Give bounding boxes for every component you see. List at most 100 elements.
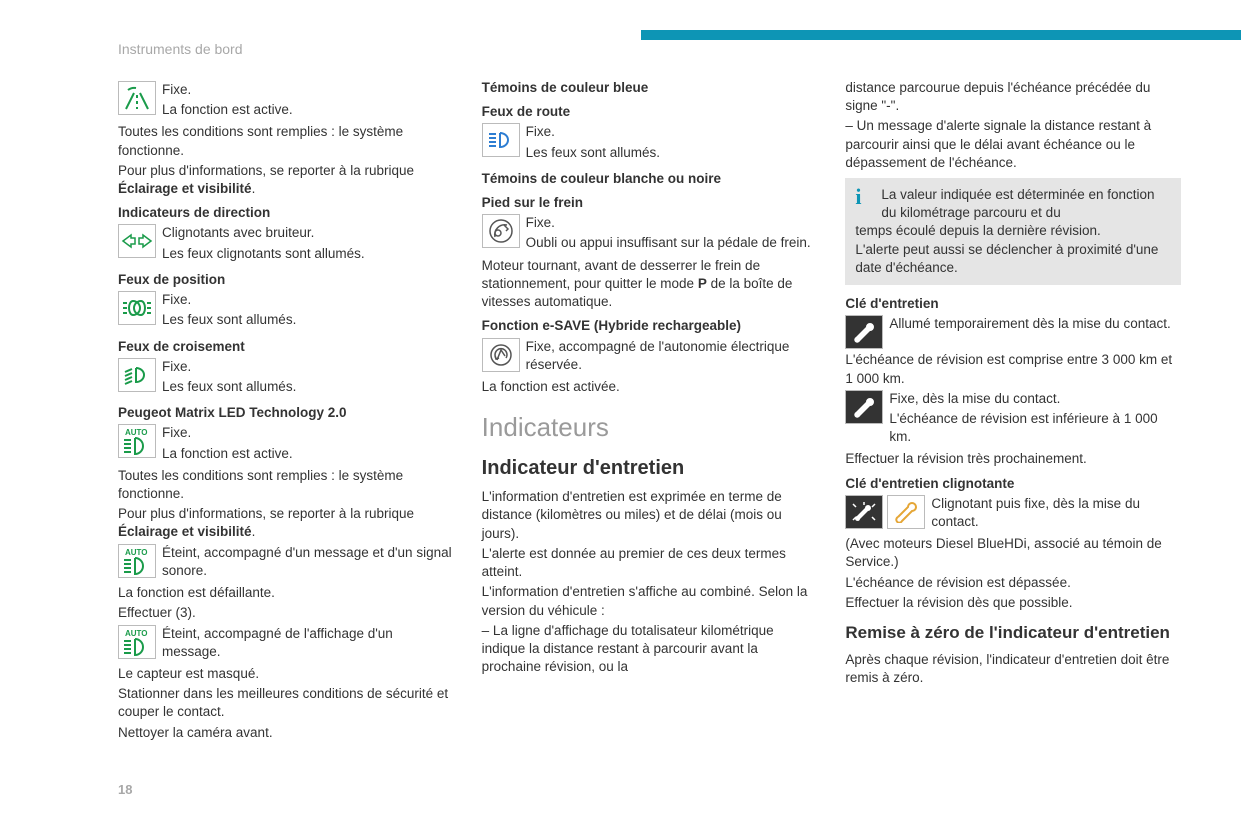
text: Les feux clignotants sont allumés. (162, 245, 454, 263)
wrench-icon (845, 315, 883, 349)
row-service-temp: Allumé temporairement dès la mise du con… (845, 315, 1181, 349)
heading-remise-zero: Remise à zéro de l'indicateur d'entretie… (845, 622, 1181, 645)
text: Pour plus d'informations, se reporter à … (118, 506, 414, 521)
text: Le capteur est masqué. (118, 665, 454, 683)
text: . (252, 181, 256, 196)
text: Fixe. (162, 358, 454, 376)
text: Clignotant puis fixe, dès la mise du con… (931, 495, 1181, 531)
svg-text:AUTO: AUTO (125, 629, 148, 638)
row-high-beam: Fixe. Les feux sont allumés. (482, 123, 818, 163)
auto-high-beam-grey-icon: AUTO (118, 625, 156, 659)
text: Fixe, dès la mise du contact. (889, 390, 1181, 408)
subhead-pied-frein: Pied sur le frein (482, 194, 818, 212)
turn-signal-icon (118, 224, 156, 258)
text: La fonction est défaillante. (118, 584, 454, 602)
text: Toutes les conditions sont remplies : le… (118, 123, 454, 159)
text: Les feux sont allumés. (162, 311, 454, 329)
auto-high-beam-grey-icon: AUTO (118, 544, 156, 578)
text: Fixe. (526, 214, 818, 232)
text: Effectuer (3). (118, 604, 454, 622)
wrench-icon (845, 390, 883, 424)
text: P (698, 276, 707, 291)
text: Fixe, accompagné de l'autonomie électriq… (526, 338, 818, 374)
row-service-flash: Clignotant puis fixe, dès la mise du con… (845, 495, 1181, 533)
foot-on-brake-icon (482, 214, 520, 248)
subhead-cle-entretien: Clé d'entretien (845, 295, 1181, 313)
text: – Un message d'alerte signale la distanc… (845, 117, 1181, 172)
row-brake-pedal: Fixe. Oubli ou appui insuffisant sur la … (482, 214, 818, 254)
text: Les feux sont allumés. (162, 378, 454, 396)
text: Éteint, accompagné de l'affichage d'un m… (162, 625, 454, 661)
text: La fonction est active. (162, 101, 454, 119)
text: La fonction est activée. (482, 378, 818, 396)
text: – La ligne d'affichage du totalisateur k… (482, 622, 818, 677)
page-number: 18 (118, 781, 132, 799)
row-matrix-led-fault: AUTO Éteint, accompagné d'un message et … (118, 544, 454, 582)
row-matrix-led-on: AUTO Fixe. La fonction est active. (118, 424, 454, 464)
subhead-feux-croisement: Feux de croisement (118, 338, 454, 356)
subhead-cle-clignotante: Clé d'entretien clignotante (845, 475, 1181, 493)
header-accent-bar (641, 30, 1241, 40)
text: Pour plus d'informations, se reporter à … (118, 162, 454, 198)
text: Moteur tournant, avant de desserrer le f… (482, 257, 818, 312)
text: . (252, 524, 256, 539)
subhead-feux-route: Feux de route (482, 103, 818, 121)
text: (Avec moteurs Diesel BlueHDi, associé au… (845, 535, 1181, 571)
heading-indicateurs: Indicateurs (482, 410, 818, 445)
text: L'échéance de révision est inférieure à … (889, 410, 1181, 446)
row-position-lights: Fixe. Les feux sont allumés. (118, 291, 454, 331)
info-text: L'alerte peut aussi se déclencher à prox… (855, 241, 1171, 277)
heading-indicateur-entretien: Indicateur d'entretien (482, 455, 818, 482)
text: Pour plus d'informations, se reporter à … (118, 163, 414, 178)
row-esave: Fixe, accompagné de l'autonomie électriq… (482, 338, 818, 376)
column-3: distance parcourue depuis l'échéance pré… (845, 79, 1181, 744)
text: distance parcourue depuis l'échéance pré… (845, 79, 1181, 115)
text: Fixe. (162, 291, 454, 309)
row-service-fixed: Fixe, dès la mise du contact. L'échéance… (845, 390, 1181, 449)
row-lane-active: Fixe. La fonction est active. (118, 81, 454, 121)
text: Oubli ou appui insuffisant sur la pédale… (526, 234, 818, 252)
text: Effectuer la révision dès que possible. (845, 594, 1181, 612)
text: L'échéance de révision est comprise entr… (845, 351, 1181, 387)
text: L'alerte est donnée au premier de ces de… (482, 545, 818, 581)
text: Fixe. (526, 123, 818, 141)
subhead-temoins-bleue: Témoins de couleur bleue (482, 79, 818, 97)
text: Allumé temporairement dès la mise du con… (889, 315, 1181, 333)
wrench-orange-icon (887, 495, 925, 529)
high-beam-icon (482, 123, 520, 157)
subhead-temoins-blanche: Témoins de couleur blanche ou noire (482, 170, 818, 188)
lane-assist-icon (118, 81, 156, 115)
column-2: Témoins de couleur bleue Feux de route F… (482, 79, 818, 744)
svg-text:AUTO: AUTO (125, 428, 148, 437)
text: L'information d'entretien est exprimée e… (482, 488, 818, 543)
text: L'échéance de révision est dépassée. (845, 574, 1181, 592)
subhead-esave: Fonction e-SAVE (Hybride rechargeable) (482, 317, 818, 335)
row-turn-signals: Clignotants avec bruiteur. Les feux clig… (118, 224, 454, 264)
position-lights-icon (118, 291, 156, 325)
column-1: Fixe. La fonction est active. Toutes les… (118, 79, 454, 744)
auto-high-beam-icon: AUTO (118, 424, 156, 458)
info-text: La valeur indiquée est déterminée en fon… (855, 186, 1171, 222)
info-text: temps écoulé depuis la dernière révision… (855, 222, 1171, 240)
text: La fonction est active. (162, 445, 454, 463)
subhead-indicateurs-direction: Indicateurs de direction (118, 204, 454, 222)
text: L'information d'entretien s'affiche au c… (482, 583, 818, 619)
text: Toutes les conditions sont remplies : le… (118, 467, 454, 503)
text: Nettoyer la caméra avant. (118, 724, 454, 742)
content-columns: Fixe. La fonction est active. Toutes les… (118, 79, 1181, 744)
text: Pour plus d'informations, se reporter à … (118, 505, 454, 541)
text: Éclairage et visibilité (118, 181, 252, 196)
text: Éteint, accompagné d'un message et d'un … (162, 544, 454, 580)
text: Éclairage et visibilité (118, 524, 252, 539)
text: Stationner dans les meilleures condition… (118, 685, 454, 721)
row-matrix-led-masked: AUTO Éteint, accompagné de l'affichage d… (118, 625, 454, 663)
info-icon: i (855, 182, 861, 212)
info-box: i La valeur indiquée est déterminée en f… (845, 178, 1181, 285)
page-header: Instruments de bord (118, 40, 1181, 59)
text: Fixe. (162, 81, 454, 99)
esave-icon (482, 338, 520, 372)
subhead-feux-position: Feux de position (118, 271, 454, 289)
text: Fixe. (162, 424, 454, 442)
text: Effectuer la révision très prochainement… (845, 450, 1181, 468)
wrench-flash-icon (845, 495, 883, 529)
